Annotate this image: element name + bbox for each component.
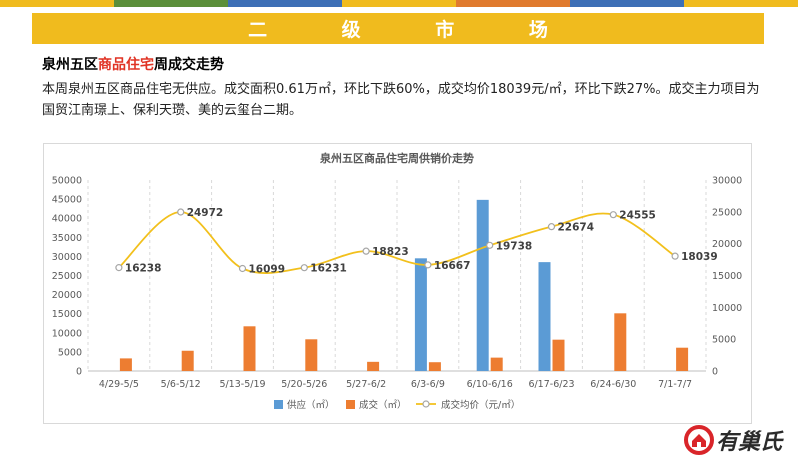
y-right-tick-label: 20000 [712, 239, 742, 250]
price-data-label: 24555 [619, 210, 656, 222]
x-tick-label: 5/20-5/26 [281, 379, 327, 390]
x-tick-label: 4/29-5/5 [99, 379, 139, 390]
deal-bar [490, 357, 503, 371]
x-tick-label: 6/10-6/16 [467, 379, 513, 390]
top-strip-segment [342, 0, 456, 7]
section-title-prefix: 泉州五区 [42, 57, 98, 73]
price-line [118, 211, 676, 274]
deal-bar [119, 358, 132, 371]
price-data-label: 16099 [249, 264, 286, 276]
supply-deal-price-chart: 泉州五区商品住宅周供销价走势 0 5000 10000 15000 20000 25000 3… [52, 151, 742, 411]
price-data-label: 22674 [558, 222, 595, 234]
price-data-label: 18823 [372, 246, 409, 258]
y-left-tick-label: 45000 [52, 195, 82, 206]
x-tick-label: 5/13-5/19 [219, 379, 265, 390]
price-point [424, 261, 432, 269]
legend-price-label: 成交均价（元/㎡） [441, 399, 520, 411]
section-title: 泉州五区商品住宅周成交走势 [42, 54, 224, 74]
top-color-strip [0, 0, 798, 7]
x-tick-label: 5/6-5/12 [161, 379, 201, 390]
y-left-tick-label: 0 [76, 367, 82, 378]
deal-bar [181, 350, 194, 371]
price-point [609, 211, 617, 219]
summary-paragraph: 本周泉州五区商品住宅无供应。成交面积0.61万㎡，环比下跌60%，成交均价180… [42, 82, 760, 118]
deal-bar [367, 361, 380, 371]
top-strip-segment [570, 0, 684, 7]
chart-container: 泉州五区商品住宅周供销价走势 0 5000 10000 15000 20000 25000 3… [43, 143, 752, 424]
y-right-tick-label: 15000 [712, 271, 742, 282]
price-data-label: 18039 [681, 251, 718, 263]
y-left-tick-label: 5000 [58, 347, 82, 358]
section-banner: 二 级 市 场 [32, 13, 764, 44]
supply-bar [538, 262, 551, 371]
house-logo-icon [684, 425, 714, 455]
y-left-tick-label: 30000 [52, 252, 82, 263]
chart-title: 泉州五区商品住宅周供销价走势 [319, 151, 474, 165]
top-strip-segment [114, 0, 228, 7]
price-data-label: 16667 [434, 260, 471, 272]
y-left-tick-label: 15000 [52, 309, 82, 320]
price-point [486, 241, 494, 249]
price-point [300, 264, 308, 272]
supply-bar [476, 199, 489, 371]
banner-title: 二 级 市 场 [248, 19, 582, 41]
brand-logo: 有巢氏 [684, 424, 782, 456]
y-left-tick-label: 50000 [52, 176, 82, 187]
price-data-label: 16238 [125, 263, 162, 275]
deal-bar [428, 362, 441, 371]
supply-bar [414, 258, 427, 371]
section-title-suffix: 周成交走势 [154, 57, 224, 73]
y-left-tick-label: 10000 [52, 328, 82, 339]
y-right-tick-label: 5000 [712, 335, 736, 346]
x-tick-label: 6/24-6/30 [590, 379, 636, 390]
y-left-tick-label: 40000 [52, 214, 82, 225]
price-point [547, 223, 556, 231]
price-point [238, 264, 247, 273]
y-right-tick-label: 10000 [712, 303, 742, 314]
legend-supply-swatch [274, 400, 283, 409]
x-tick-label: 6/17-6/23 [528, 379, 574, 390]
y-right-tick-label: 0 [712, 367, 718, 378]
y-left-tick-label: 20000 [52, 290, 82, 301]
y-left-tick-label: 25000 [52, 271, 82, 282]
y-left-tick-label: 35000 [52, 233, 82, 244]
legend-deal-label: 成交（㎡） [359, 399, 407, 411]
top-strip-segment [684, 0, 798, 7]
legend-supply-label: 供应（㎡） [287, 399, 335, 411]
price-data-label: 19738 [496, 240, 533, 252]
deal-bar [305, 339, 318, 371]
deal-bar [552, 339, 565, 371]
price-data-label: 16231 [310, 263, 347, 275]
top-strip-segment [0, 0, 114, 7]
section-title-highlight: 商品住宅 [98, 57, 154, 73]
brand-logo-text: 有巢氏 [716, 430, 783, 455]
y-right-tick-label: 25000 [712, 207, 742, 218]
deal-bar [614, 313, 627, 371]
price-point [177, 208, 185, 216]
x-tick-label: 5/27-6/2 [346, 379, 386, 390]
x-tick-label: 6/3-6/9 [411, 379, 445, 390]
legend-price-marker [422, 400, 430, 408]
top-strip-segment [456, 0, 570, 7]
y-right-tick-label: 30000 [712, 176, 742, 187]
price-data-label: 24972 [187, 207, 224, 219]
deal-bar [243, 326, 256, 371]
x-tick-label: 7/1-7/7 [658, 379, 692, 390]
top-strip-segment [228, 0, 342, 7]
deal-bar [676, 347, 689, 371]
price-point [362, 247, 370, 255]
legend-deal-swatch [346, 400, 355, 409]
price-point [115, 264, 123, 272]
price-point [671, 252, 679, 260]
